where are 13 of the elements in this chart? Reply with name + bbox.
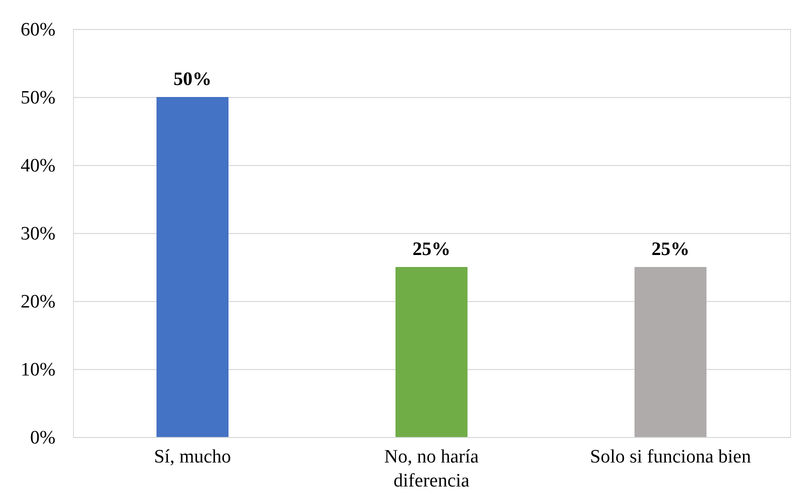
y-tick-label: 60%	[20, 20, 56, 40]
y-tick-label: 30%	[20, 224, 56, 244]
y-tick-label: 0%	[30, 428, 56, 448]
y-tick-label: 20%	[20, 292, 56, 312]
x-tick-label: Solo si funciona bien	[590, 446, 752, 468]
data-label: 50%	[174, 69, 212, 90]
x-tick-label: No, no haría diferencia	[384, 446, 480, 492]
data-label: 25%	[652, 239, 690, 260]
y-tick-label: 50%	[20, 88, 56, 108]
data-label: 25%	[412, 239, 450, 260]
y-tick-label: 40%	[20, 156, 56, 176]
x-tick-label: Sí, mucho	[154, 446, 232, 468]
y-tick-label: 10%	[20, 360, 56, 380]
